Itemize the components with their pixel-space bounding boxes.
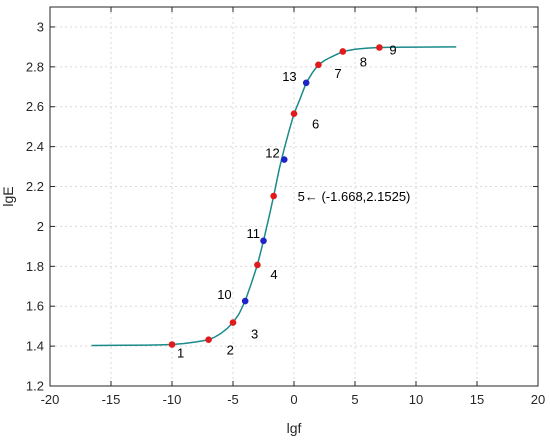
- point-label: 11: [247, 226, 261, 241]
- x-tick-labels: -20 -15 -10 -5 0 5 10 15 20: [41, 392, 546, 407]
- point-label: 7: [334, 66, 341, 81]
- y-tick-label: 2.8: [26, 59, 44, 74]
- data-point: [168, 341, 176, 348]
- y-tick-label: 2.6: [26, 99, 44, 114]
- x-tick-label: 15: [470, 392, 484, 407]
- x-tick-label: 20: [531, 392, 545, 407]
- y-tick-label: 2.4: [26, 139, 44, 154]
- x-tick-label: 0: [290, 392, 297, 407]
- data-point: [260, 237, 267, 245]
- x-axis-label: lgf: [287, 420, 302, 436]
- point-label: 12: [265, 146, 279, 161]
- data-point: [241, 297, 249, 305]
- point-label: 13: [282, 69, 296, 84]
- x-tick-label: -20: [41, 392, 60, 407]
- y-tick-label: 3: [37, 19, 44, 34]
- point-label: 3: [251, 327, 258, 342]
- y-tick-label: 1.8: [26, 259, 44, 274]
- y-tick-label: 1.6: [26, 299, 44, 314]
- point-label: 6: [312, 117, 319, 132]
- data-point: [229, 319, 237, 326]
- data-point: [376, 44, 383, 51]
- y-tick-label: 2.2: [26, 179, 44, 194]
- y-tick-label: 2: [37, 219, 44, 234]
- y-axis-label: lgE: [0, 186, 16, 206]
- x-tick-label: 10: [409, 392, 423, 407]
- point-label: 8: [360, 54, 367, 69]
- point-label: 1: [177, 346, 184, 361]
- y-tick-label: 1.2: [26, 379, 44, 394]
- data-point: [339, 48, 347, 55]
- y-tick-label: 1.4: [26, 339, 44, 354]
- point-label: 9: [389, 42, 396, 57]
- data-point: [270, 192, 277, 200]
- data-point: [302, 79, 310, 87]
- data-point: [290, 110, 298, 118]
- data-point: [315, 61, 322, 69]
- data-point: [254, 261, 261, 269]
- x-tick-label: -10: [163, 392, 182, 407]
- point-label: 2: [227, 343, 234, 358]
- points-layer: [168, 44, 383, 348]
- y-tick-labels: 1.2 1.4 1.6 1.8 2 2.2 2.4 2.6 2.8 3: [26, 19, 44, 393]
- point-label: 4: [270, 267, 277, 282]
- x-tick-label: -5: [227, 392, 239, 407]
- point-label: 5← (-1.668,2.1525): [298, 189, 411, 204]
- plot-frame: [49, 6, 539, 387]
- data-point: [280, 156, 288, 163]
- data-point: [205, 336, 212, 344]
- grid: [49, 7, 539, 387]
- x-tick-label: -15: [102, 392, 121, 407]
- x-tick-label: 5: [351, 392, 358, 407]
- point-label: 10: [217, 287, 231, 302]
